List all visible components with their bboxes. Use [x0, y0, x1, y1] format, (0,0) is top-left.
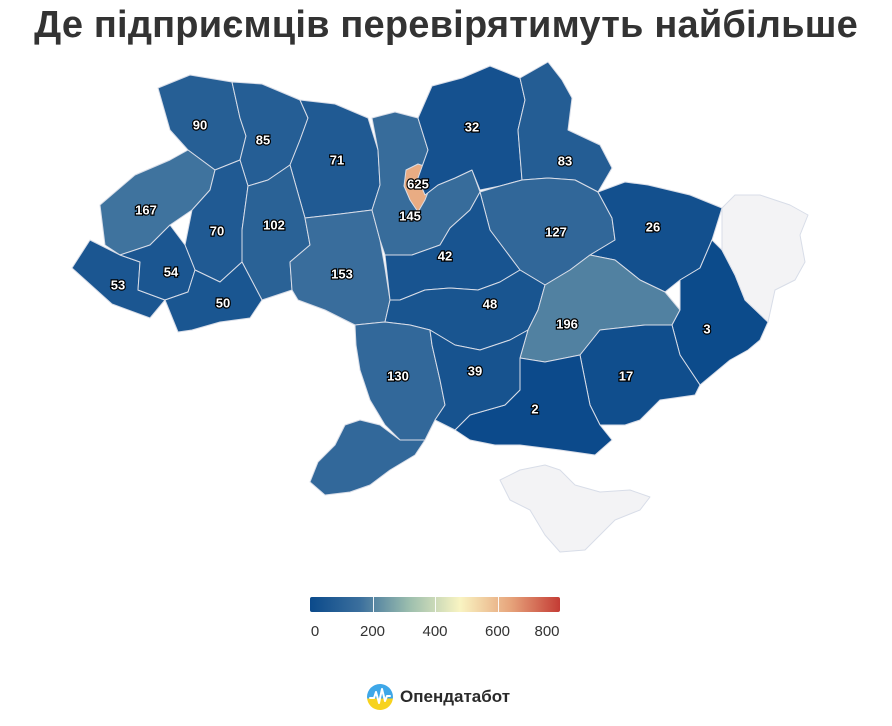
- region-label-kyiv-city: 625: [407, 176, 429, 191]
- region-label-dnipro: 196: [556, 316, 578, 331]
- region-chernivtsi[interactable]: [164, 261, 263, 333]
- region-label-rivne: 71: [330, 152, 344, 167]
- region-label-volyn: 85: [256, 132, 270, 147]
- region-label-cherkasy: 42: [438, 248, 452, 263]
- region-label-mykolaiv: 39: [468, 363, 482, 378]
- region-label-vinnytsia: 130: [387, 368, 409, 383]
- region-mykolaiv[interactable]: [429, 329, 529, 431]
- legend-tick-label: 400: [422, 623, 448, 640]
- legend-tick-mark: [497, 597, 499, 612]
- brand-name: Опендатабот: [400, 687, 511, 706]
- region-label-zhytomyr: 153: [331, 266, 353, 281]
- region-label-zaporizhzhia: 2: [531, 401, 538, 416]
- region-label-kyiv-oblast: 145: [399, 208, 421, 223]
- region-label-lviv: 90: [193, 117, 207, 132]
- legend-tick-label: 200: [359, 623, 386, 640]
- legend-tick-mark: [372, 597, 374, 612]
- color-legend: 0 200 400 600 800: [310, 597, 560, 647]
- region-label-kharkiv: 26: [646, 219, 660, 234]
- region-label-luhansk: 3: [703, 321, 710, 336]
- region-label-ivano-frankivsk-2: 54: [164, 264, 179, 279]
- region-label-sumy: 83: [558, 153, 572, 168]
- region-label-poltava: 127: [545, 224, 567, 239]
- region-label-ivano-frankivsk: 53: [111, 277, 125, 292]
- legend-tick-mark: [435, 597, 436, 612]
- region-label-ternopil: 70: [210, 223, 224, 238]
- page-title: Де підприємців перевірятимуть найбільше: [34, 4, 858, 46]
- region-label-kirovohrad: 48: [483, 296, 497, 311]
- region-label-donetsk: 17: [619, 368, 633, 383]
- region-label-chernihiv: 32: [465, 119, 479, 134]
- legend-tick-label: 0: [310, 623, 320, 640]
- region-odesa-south[interactable]: [309, 419, 426, 496]
- region-sumy[interactable]: [517, 61, 613, 193]
- legend-tick-label: 600: [484, 623, 511, 640]
- region-label-khmelnytskyi: 102: [263, 217, 285, 232]
- opendatabot-logo-icon: [367, 684, 393, 710]
- region-label-chernivtsi: 50: [216, 295, 230, 310]
- region-luhansk-occupied[interactable]: [721, 194, 809, 323]
- region-label-zakarpattia: 167: [135, 202, 157, 217]
- region-crimea[interactable]: [499, 464, 651, 553]
- brand-footer[interactable]: Опендатабот: [366, 682, 510, 712]
- legend-tick-label: 800: [534, 623, 560, 640]
